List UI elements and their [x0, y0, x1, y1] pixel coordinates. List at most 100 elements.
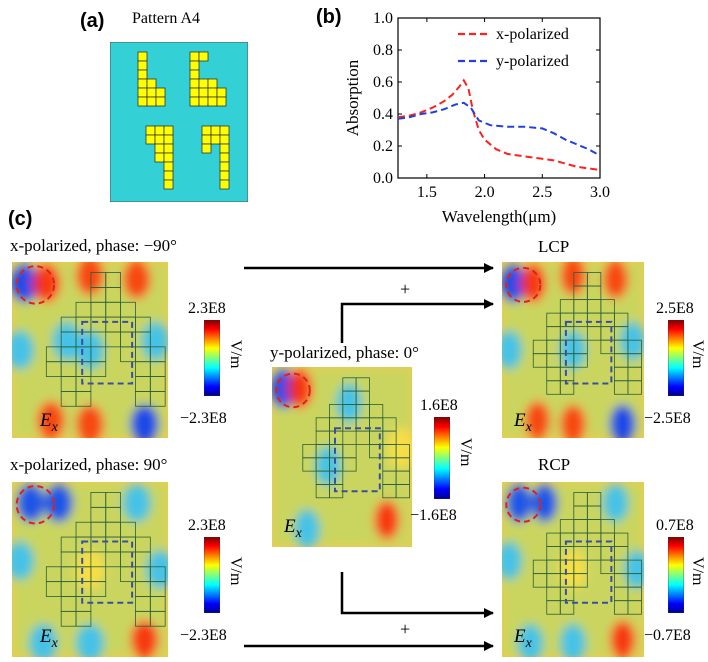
- highlight-circle: [505, 266, 542, 303]
- field-lobe: [560, 262, 586, 296]
- field-lobe: [29, 623, 58, 657]
- unit-cell-grid: [627, 380, 642, 395]
- field-lobe: [294, 509, 320, 547]
- colorbar-max-br: 0.7E8: [656, 517, 694, 534]
- field-lobe: [130, 404, 159, 438]
- unit-cell-outline: [81, 320, 134, 385]
- field-lobe: [12, 330, 34, 370]
- plus-sign-top: +: [400, 279, 411, 299]
- field-lobe: [122, 483, 151, 523]
- series-line-x-polarized: [397, 78, 601, 171]
- unit-cell-grid: [342, 457, 357, 472]
- field-map-x-pol-minus90: [12, 262, 168, 438]
- field-lobe: [122, 262, 151, 299]
- unit-cell-grid: [75, 610, 92, 627]
- series-line-y-polarized: [397, 101, 601, 157]
- field-lobe: [560, 404, 586, 438]
- colorbar-max-tr: 2.5E8: [656, 300, 694, 317]
- colorbar-unit-tl: V/m: [227, 340, 244, 369]
- panel-b-label: (b): [316, 6, 342, 28]
- field-lobe: [520, 263, 547, 303]
- unit-cell-grid: [75, 391, 92, 407]
- colorbar-unit-tr: V/m: [689, 340, 706, 369]
- unit-cell-grid: [149, 610, 166, 627]
- field-lobe: [524, 401, 551, 438]
- caption-x-pol-minus90: x-polarized, phase: −90°: [10, 236, 177, 255]
- colorbar-min-bl: −2.3E8: [180, 627, 227, 644]
- field-lobe: [16, 483, 45, 523]
- ex-label-br: Ex: [514, 626, 532, 651]
- field-lobe: [12, 541, 34, 580]
- colorbar-max-tl: 2.3E8: [188, 300, 226, 317]
- colorbar-max-mid: 1.6E8: [420, 397, 458, 414]
- legend-label-x-polarized: x-polarized: [496, 26, 569, 43]
- unit-cell-outline: [334, 427, 381, 493]
- x-tick-label: 3.0: [590, 184, 610, 201]
- ex-label-tr: Ex: [514, 410, 532, 435]
- field-intensity: [502, 482, 644, 657]
- caption-rcp: RCP: [538, 455, 571, 474]
- field-lobe: [602, 262, 629, 299]
- field-lobe: [609, 620, 636, 657]
- pattern-title: Pattern A4: [132, 10, 200, 27]
- highlight-circle: [505, 486, 542, 523]
- y-tick-label: 0.0: [373, 170, 393, 187]
- field-lobe: [32, 263, 61, 303]
- y-tick-label: 0.2: [373, 138, 393, 155]
- unit-cell-grid: [90, 361, 107, 377]
- field-lobe: [517, 623, 544, 657]
- field-intensity: [272, 367, 412, 547]
- unit-cell-outline: [564, 320, 613, 385]
- pattern-cell: [219, 179, 230, 190]
- unit-cell-grid: [559, 600, 575, 615]
- colorbar-min-mid: −1.6E8: [410, 507, 457, 524]
- pattern-cell: [201, 143, 212, 154]
- highlight-circle: [15, 265, 56, 305]
- unit-cell-outline: [564, 540, 613, 604]
- highlight-circle: [275, 372, 311, 409]
- colorbar-min-br: −0.7E8: [644, 627, 691, 644]
- field-lobe: [75, 623, 105, 657]
- colorbar-unit-mid: V/m: [457, 438, 474, 467]
- field-lobe: [560, 623, 586, 657]
- absorption-chart: 0.0 0.2 0.4 0.6 0.8 1.0 1.5 2.0 2.5 3.0 Wavelength…: [330, 0, 610, 232]
- pattern-cell: [155, 96, 166, 107]
- arrow-y-to-lcp: [340, 299, 494, 343]
- x-tick-label: 1.5: [417, 184, 437, 201]
- field-lobe: [315, 446, 341, 486]
- unit-cell-outline: [81, 540, 134, 604]
- field-intensity: [12, 262, 168, 438]
- y-tick-label: 1.0: [373, 10, 393, 27]
- unit-cell-grid: [395, 484, 410, 499]
- caption-x-pol-90: x-polarized, phase: 90°: [10, 455, 168, 474]
- unit-cell-grid: [90, 581, 107, 597]
- y-tick-label: 0.8: [373, 42, 393, 59]
- y-tick-label: 0.4: [373, 106, 393, 123]
- pattern-cell: [163, 179, 174, 190]
- field-lobe: [609, 404, 636, 438]
- pattern-a4-image: [109, 41, 249, 203]
- field-lobe: [502, 330, 522, 370]
- legend-label-y-polarized: y-polarized: [496, 53, 569, 70]
- field-lobe: [374, 500, 400, 540]
- field-lobe: [36, 401, 66, 438]
- pattern-cell: [216, 96, 227, 107]
- field-map-y-pol-0: [272, 367, 412, 547]
- field-lobe: [602, 483, 629, 523]
- panel-c-label: (c): [8, 208, 33, 230]
- y-tick-label: 0.6: [373, 74, 393, 91]
- unit-cell-grid: [573, 573, 588, 588]
- field-lobe: [146, 550, 168, 589]
- field-lobe: [75, 404, 105, 438]
- unit-cell-grid: [627, 600, 642, 615]
- colorbar-max-bl: 2.3E8: [188, 517, 226, 534]
- colorbar-unit-br: V/m: [689, 557, 706, 586]
- x-tick-label: 2.0: [475, 184, 495, 201]
- highlight-circle: [15, 485, 56, 525]
- ex-label-tl: Ex: [40, 410, 58, 435]
- arrow-y-to-rcp: [340, 572, 494, 618]
- field-lobe: [52, 321, 81, 361]
- unit-cell-grid: [149, 391, 166, 407]
- field-lobe: [506, 483, 532, 523]
